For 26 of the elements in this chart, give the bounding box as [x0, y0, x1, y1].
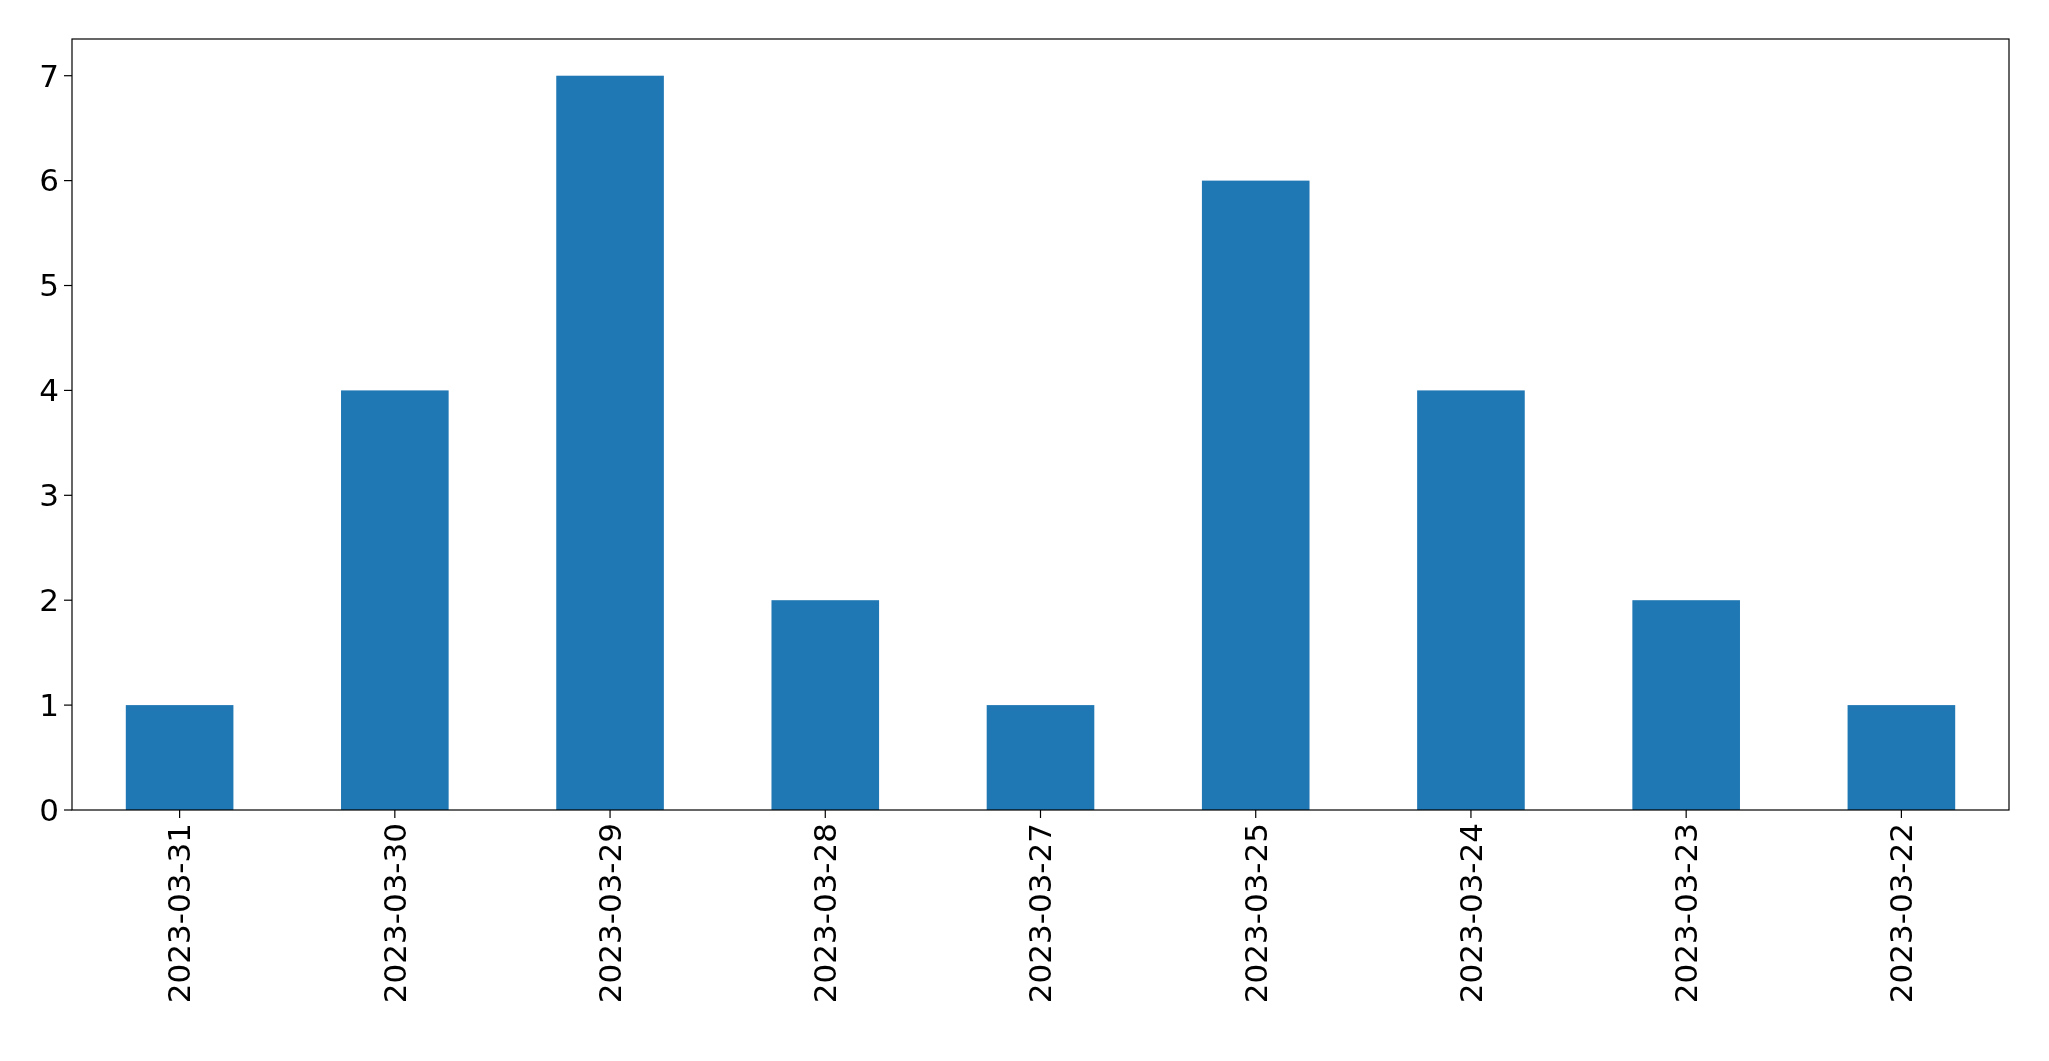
y-tick-label: 5 — [39, 267, 59, 304]
y-tick-label: 2 — [39, 582, 59, 619]
x-tick-label: 2023-03-28 — [807, 823, 844, 1004]
bar — [1632, 600, 1740, 810]
bar — [556, 75, 664, 810]
y-tick-label: 3 — [39, 477, 59, 514]
x-tick-label: 2023-03-31 — [161, 823, 198, 1004]
bar — [771, 600, 880, 810]
bar — [341, 390, 449, 810]
y-tick-label: 1 — [39, 686, 59, 723]
x-tick-label: 2023-03-29 — [591, 823, 628, 1004]
x-tick-label: 2023-03-22 — [1883, 823, 1920, 1004]
x-tick-label: 2023-03-24 — [1452, 823, 1489, 1004]
bar — [1847, 705, 1956, 810]
bar — [1417, 390, 1525, 810]
x-tick-label: 2023-03-30 — [376, 823, 413, 1004]
y-tick-label: 0 — [39, 791, 59, 828]
x-tick-label: 2023-03-27 — [1022, 823, 1059, 1004]
y-tick-label: 4 — [39, 372, 59, 409]
y-tick-label: 7 — [39, 57, 59, 94]
y-tick-label: 6 — [39, 162, 59, 199]
bar — [125, 705, 234, 810]
bar — [1201, 180, 1310, 810]
bar — [986, 705, 1095, 810]
x-tick-label: 2023-03-23 — [1668, 823, 1705, 1004]
x-tick-label: 2023-03-25 — [1237, 823, 1274, 1004]
